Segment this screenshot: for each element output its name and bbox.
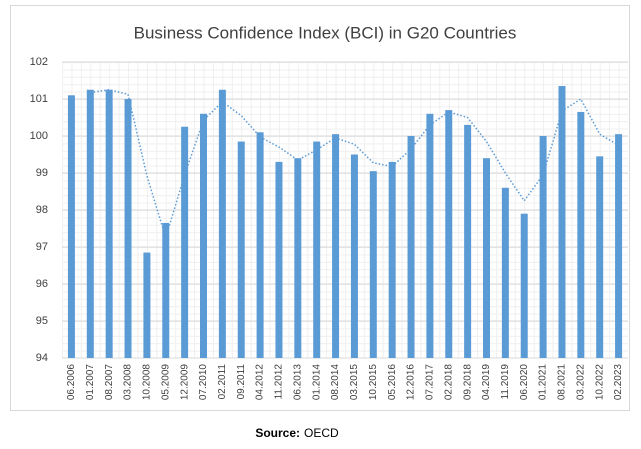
bar <box>256 132 264 358</box>
bar <box>67 95 75 359</box>
bar <box>332 134 340 358</box>
bar <box>237 141 245 358</box>
x-tick-label: 04.2012 <box>255 364 266 401</box>
x-tick-label: 10.2015 <box>368 364 379 401</box>
x-tick-label: 04.2019 <box>481 364 492 401</box>
chart-title: Business Confidence Index (BCI) in G20 C… <box>134 23 517 42</box>
y-tick-label: 102 <box>30 56 48 68</box>
bar <box>615 134 623 358</box>
bar <box>558 86 566 359</box>
x-tick-label: 01.2007 <box>85 364 96 401</box>
bar <box>218 89 226 358</box>
bar <box>369 171 377 358</box>
bar <box>162 222 170 358</box>
x-tick-label: 06.2020 <box>519 364 530 401</box>
bar <box>407 136 415 358</box>
bar <box>275 161 283 358</box>
y-tick-label: 96 <box>36 278 48 290</box>
bar <box>445 110 453 358</box>
bar <box>539 136 547 358</box>
source-label: Source: <box>255 426 300 440</box>
x-tick-label: 05.2009 <box>160 364 171 401</box>
x-tick-label: 10.2008 <box>142 364 153 401</box>
bar <box>200 113 207 358</box>
x-tick-label: 08.2014 <box>330 364 341 401</box>
x-tick-label: 03.2015 <box>349 364 360 401</box>
bar <box>426 113 434 358</box>
bar <box>596 156 604 358</box>
bar <box>520 213 528 358</box>
bar <box>313 141 321 358</box>
x-tick-label: 10.2022 <box>594 364 605 401</box>
y-tick-label: 101 <box>30 93 48 105</box>
bar <box>124 99 132 358</box>
x-tick-label: 03.2022 <box>575 364 586 401</box>
source: OECD <box>304 426 339 440</box>
bar <box>350 154 358 358</box>
x-tick-label: 11.2019 <box>500 364 511 400</box>
x-tick-label: 07.2017 <box>425 364 436 401</box>
x-tick-label: 01.2014 <box>311 364 322 401</box>
x-tick-label: 01.2021 <box>538 364 549 401</box>
bar <box>388 161 396 358</box>
x-tick-label: 02.2011 <box>217 364 228 400</box>
bar <box>483 158 490 358</box>
x-tick-label: 11.2012 <box>274 364 285 400</box>
x-tick-label: 09.2018 <box>462 364 473 401</box>
bar <box>501 187 509 358</box>
x-tick-label: 07.2010 <box>198 364 209 401</box>
x-tick-label: 06.2013 <box>292 364 303 401</box>
x-tick-label: 02.2023 <box>613 364 624 401</box>
bar <box>464 124 472 359</box>
bar <box>181 126 189 358</box>
bar <box>577 111 585 358</box>
x-tick-label: 03.2008 <box>123 364 134 401</box>
bar <box>294 158 302 358</box>
y-tick-label: 95 <box>36 315 48 327</box>
bar <box>143 252 151 358</box>
x-tick-label: 08.2021 <box>557 364 568 401</box>
x-tick-label: 02.2018 <box>443 364 454 401</box>
y-tick-label: 100 <box>30 130 48 142</box>
x-tick-label: 12.2016 <box>406 364 417 401</box>
y-tick-label: 97 <box>36 241 48 253</box>
bar <box>105 89 113 358</box>
x-tick-label: 12.2009 <box>179 364 190 401</box>
x-tick-label: 05.2016 <box>387 364 398 401</box>
bar <box>86 89 94 358</box>
trendline <box>90 88 619 241</box>
y-tick-label: 94 <box>36 352 48 364</box>
x-tick-label: 09.2011 <box>236 364 247 400</box>
y-tick-label: 98 <box>36 204 48 216</box>
y-tick-label: 99 <box>36 167 48 179</box>
x-tick-label: 08.2007 <box>104 364 115 401</box>
x-tick-label: 06.2006 <box>66 364 77 401</box>
